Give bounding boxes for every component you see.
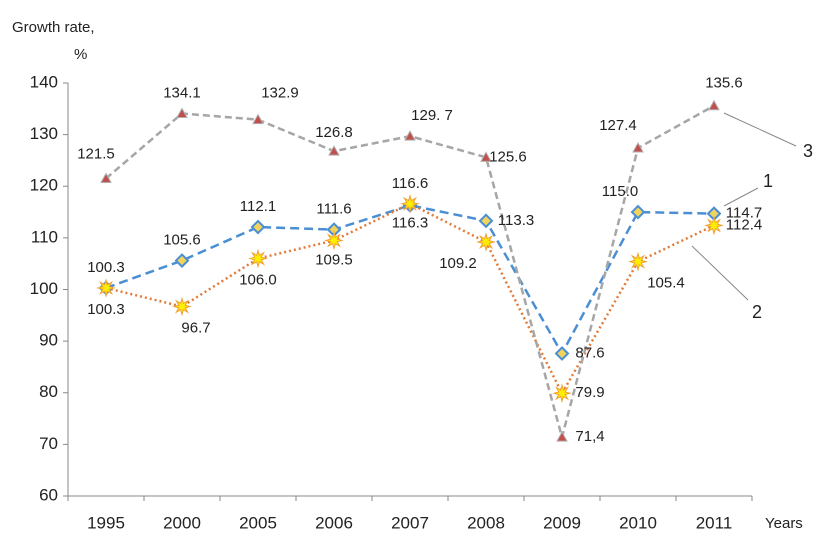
diamond-marker [630, 204, 646, 220]
data-label: 96.7 [181, 320, 210, 337]
y-tick-label: 90 [39, 331, 58, 350]
star-marker [552, 383, 572, 404]
star-marker [400, 193, 420, 214]
x-tick-label: 2000 [163, 513, 201, 532]
x-tick-label: 1995 [87, 513, 125, 532]
triangle-marker [252, 113, 264, 125]
data-label: 113.3 [498, 212, 534, 229]
data-label: 109.5 [315, 251, 353, 268]
triangle-marker [632, 142, 644, 153]
data-label: 105.4 [647, 275, 685, 292]
y-axis-label: % [74, 46, 87, 63]
data-label: 100.3 [87, 301, 125, 318]
triangle-marker [404, 130, 416, 141]
y-tick-label: 140 [30, 72, 58, 91]
triangle-marker [100, 172, 112, 184]
series-label: 2 [752, 302, 762, 322]
data-label: 116.3 [392, 214, 428, 231]
data-label: 100.3 [87, 259, 125, 276]
star-marker [704, 215, 724, 236]
data-label: 126.8 [315, 124, 353, 141]
star-marker [628, 251, 648, 272]
callout-line [723, 112, 797, 147]
series-line [105, 104, 715, 442]
y-tick-label: 70 [39, 434, 58, 453]
data-label: 71,4 [575, 428, 604, 445]
data-label: 115.0 [602, 183, 638, 200]
series-label: 3 [803, 141, 813, 161]
y-tick-label: 110 [31, 227, 58, 246]
x-tick-label: 2010 [619, 513, 657, 532]
triangle-marker [176, 107, 188, 118]
data-label: 87.6 [575, 344, 604, 361]
data-label: 112.4 [726, 216, 762, 233]
data-label: 106.0 [239, 271, 277, 288]
callout-line [723, 187, 759, 207]
diamond-marker [478, 213, 494, 229]
y-tick-label: 100 [30, 279, 58, 298]
y-axis-label: Growth rate, [12, 19, 95, 36]
data-label: 135.6 [705, 75, 743, 92]
data-label: 127.4 [599, 117, 637, 134]
diamond-marker [250, 219, 266, 235]
y-tick-label: 120 [30, 176, 58, 195]
triangle-marker [328, 145, 340, 156]
data-label: 111.6 [316, 201, 351, 218]
triangle-marker [708, 99, 720, 111]
triangle-marker [480, 151, 492, 162]
star-marker [248, 248, 268, 269]
data-label: 125.6 [489, 148, 527, 165]
x-axis-label: Years [765, 515, 803, 532]
y-tick-label: 60 [39, 485, 58, 504]
callout-line [691, 245, 749, 301]
data-label: 105.6 [163, 232, 201, 249]
data-label: 129. 7 [411, 107, 453, 124]
x-tick-label: 2005 [239, 513, 277, 532]
y-tick-label: 80 [39, 382, 58, 401]
data-label: 112.1 [240, 198, 276, 215]
data-label: 79.9 [575, 384, 604, 401]
x-tick-label: 2011 [696, 513, 733, 532]
data-label: 116.6 [392, 175, 428, 192]
star-marker [172, 296, 192, 317]
data-label: 134.1 [163, 84, 201, 101]
data-label: 132.9 [261, 85, 299, 102]
x-tick-label: 2006 [315, 513, 353, 532]
data-label: 109.2 [439, 255, 477, 272]
star-marker [96, 278, 116, 298]
data-label: 121.5 [77, 145, 115, 162]
diamond-marker [554, 346, 570, 361]
x-tick-label: 2009 [543, 513, 581, 532]
x-tick-label: 2008 [467, 513, 505, 532]
diamond-marker [174, 253, 190, 269]
star-marker [476, 232, 496, 252]
x-tick-label: 2007 [391, 513, 429, 532]
series-label: 1 [763, 171, 773, 191]
y-tick-label: 130 [30, 124, 58, 143]
triangle-marker [556, 431, 568, 442]
data-label: 114.7 [726, 205, 762, 222]
star-marker [324, 230, 344, 251]
